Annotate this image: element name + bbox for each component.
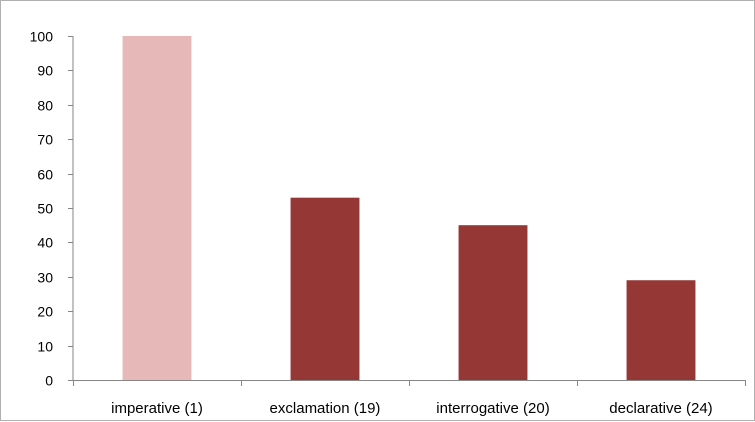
y-tick-label: 20 bbox=[37, 304, 53, 320]
y-tick-label: 100 bbox=[30, 29, 54, 45]
y-tick-label: 60 bbox=[37, 167, 53, 183]
y-tick-label: 40 bbox=[37, 235, 53, 251]
x-axis: imperative (1) exclamation (19) interrogat… bbox=[73, 380, 746, 417]
x-category-label: interrogative (20) bbox=[436, 400, 549, 417]
bar bbox=[458, 225, 528, 380]
bar bbox=[290, 197, 360, 380]
bar bbox=[626, 280, 696, 380]
y-tick-label: 50 bbox=[37, 201, 53, 217]
y-tick-label: 0 bbox=[45, 373, 53, 389]
y-tick-label: 70 bbox=[37, 132, 53, 148]
y-tick-label: 90 bbox=[37, 63, 53, 79]
x-category-label: declarative (24) bbox=[609, 400, 712, 417]
bars bbox=[122, 36, 696, 380]
x-category-label: imperative (1) bbox=[111, 400, 203, 417]
y-tick-label: 10 bbox=[37, 339, 53, 355]
y-tick-label: 80 bbox=[37, 98, 53, 114]
bar bbox=[122, 36, 192, 380]
y-axis: 0 10 20 30 40 50 60 70 80 90 100 bbox=[30, 29, 74, 389]
x-category-label: exclamation (19) bbox=[270, 400, 381, 417]
y-tick-label: 30 bbox=[37, 270, 53, 286]
